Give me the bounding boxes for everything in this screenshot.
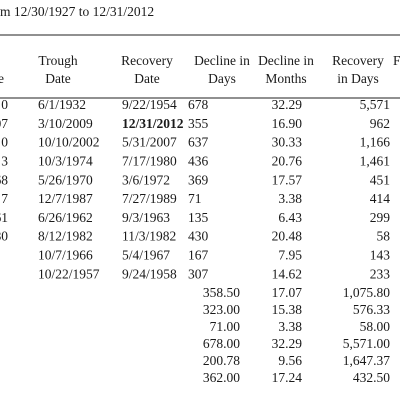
table-cell: 678: [188, 97, 209, 112]
table-cell: 233: [370, 266, 391, 281]
summary-cell: 17.24: [272, 370, 303, 385]
table-cell: 10/7/1966: [38, 247, 93, 262]
header-cell: Months: [265, 71, 306, 86]
table-cell: 9/3/1963: [122, 210, 170, 225]
table-cell: 5/4/1967: [122, 247, 170, 262]
header-cell: Date: [45, 71, 70, 86]
header-cell: Recovery: [332, 53, 384, 68]
header-cell: in Days: [337, 71, 379, 86]
table-cell: 1,461: [360, 153, 390, 168]
table-cell: 20.48: [272, 229, 303, 244]
table-cell: 3: [1, 153, 8, 168]
table-cell: 9/22/1954: [122, 97, 177, 112]
summary-cell: 58.00: [360, 319, 391, 334]
summary-cell: 3.38: [278, 319, 302, 334]
header-cell: Date: [134, 71, 159, 86]
table-cell: 17.57: [272, 172, 303, 187]
table-cell: 10/22/1957: [38, 266, 100, 281]
table-cell: 10/3/1974: [38, 153, 93, 168]
table-cell: 135: [188, 210, 209, 225]
table-cell: 11/3/1982: [122, 229, 176, 244]
table-cell: 5,571: [360, 97, 390, 112]
summary-cell: 32.29: [272, 336, 303, 351]
table-cell: 6.43: [278, 210, 302, 225]
table-cell: 7: [1, 191, 8, 206]
table-cell: 299: [370, 210, 391, 225]
table-cell: 30.33: [272, 135, 303, 150]
table-cell: 10/10/2002: [38, 135, 100, 150]
table-cell: 12/31/2012: [122, 116, 184, 131]
table-cell: 71: [188, 191, 202, 206]
summary-cell: 576.33: [353, 302, 390, 317]
table-cell: 7/17/1980: [122, 153, 177, 168]
header-cell: Recovery: [121, 53, 173, 68]
table-cell: 12/7/1987: [38, 191, 93, 206]
table-cell: 369: [188, 172, 209, 187]
header-cell: Decline in: [194, 53, 250, 68]
table-cell: 436: [188, 153, 209, 168]
summary-cell: 432.50: [353, 370, 390, 385]
table-cell: 9/24/1958: [122, 266, 177, 281]
table-cell: 14.62: [272, 266, 302, 281]
table-cell: 6/1/1932: [38, 97, 86, 112]
table-cell: 355: [188, 116, 209, 131]
table-cell: 3/6/1972: [122, 172, 170, 187]
table-cell: 07: [0, 116, 8, 131]
table-cell: 5/26/1970: [38, 172, 93, 187]
table-cell: 8/12/1982: [38, 229, 93, 244]
table-cell: 58: [377, 229, 391, 244]
table-cell: 414: [370, 191, 391, 206]
summary-cell: 1,647.37: [343, 353, 391, 368]
summary-cell: 71.00: [210, 319, 241, 334]
summary-cell: 678.00: [203, 336, 240, 351]
table-cell: 20.76: [272, 153, 303, 168]
header-cell: Days: [208, 71, 236, 86]
table-cell: 16.90: [272, 116, 303, 131]
table-cell: 32.29: [272, 97, 303, 112]
summary-cell: 15.38: [272, 302, 303, 317]
table-cell: 451: [370, 172, 390, 187]
header-cell: F: [393, 53, 400, 68]
table-cell: 3/10/2009: [38, 116, 93, 131]
table-cell: 6/26/1962: [38, 210, 93, 225]
summary-cell: 1,075.80: [343, 285, 391, 300]
table-cell: 61: [0, 210, 8, 225]
table-cell: 68: [0, 172, 8, 187]
table-cell: 1,166: [360, 135, 391, 150]
table-cell: 3.38: [278, 191, 302, 206]
summary-cell: 362.00: [203, 370, 240, 385]
table-cell: 167: [188, 247, 209, 262]
summary-cell: 358.50: [203, 285, 240, 300]
header-cell: Decline in: [258, 53, 314, 68]
table-cell: 7/27/1989: [122, 191, 177, 206]
table-cell: 307: [188, 266, 209, 281]
summary-cell: 323.00: [203, 302, 240, 317]
table-title: m 12/30/1927 to 12/31/2012: [0, 4, 154, 19]
table-cell: 5/31/2007: [122, 135, 177, 150]
table-cell: 0: [1, 97, 8, 112]
table-cell: 7.95: [278, 247, 302, 262]
header-cell: e: [0, 71, 4, 86]
table-cell: 430: [188, 229, 209, 244]
table-cell: 637: [188, 135, 209, 150]
table-cell: 143: [370, 247, 391, 262]
table-cell: 962: [370, 116, 390, 131]
table-cell: 80: [0, 229, 8, 244]
header-cell: Trough: [38, 53, 78, 68]
summary-cell: 5,571.00: [343, 336, 391, 351]
table-cell: 0: [1, 135, 8, 150]
summary-cell: 17.07: [272, 285, 303, 300]
summary-cell: 9.56: [278, 353, 302, 368]
summary-cell: 200.78: [203, 353, 240, 368]
